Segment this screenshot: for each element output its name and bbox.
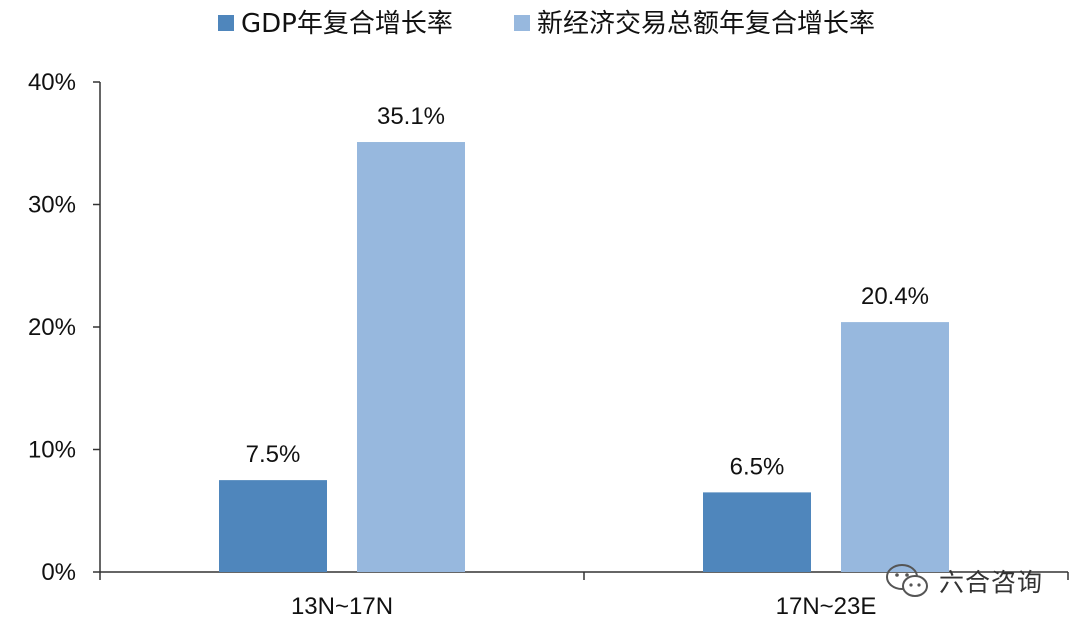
watermark-text: 六合咨询	[939, 568, 1044, 597]
data-label: 35.1%	[377, 103, 445, 130]
bar-new-economy-1	[357, 142, 465, 572]
chart-axes: 0% 10% 20% 30% 40% 13N~17N 17N~23E	[28, 69, 1069, 620]
y-tick-label: 20%	[28, 314, 76, 341]
data-label: 20.4%	[861, 283, 929, 310]
data-label: 6.5%	[730, 453, 785, 480]
chart-data-labels: 7.5% 35.1% 6.5% 20.4%	[246, 103, 929, 480]
bar-gdp-1	[219, 480, 327, 572]
legend-label-1: GDP年复合增长率	[241, 9, 453, 39]
watermark: 六合咨询	[885, 562, 1043, 600]
bar-gdp-2	[703, 492, 811, 572]
legend-label-2: 新经济交易总额年复合增长率	[537, 9, 875, 39]
y-tick-label: 40%	[28, 69, 76, 96]
x-category-label: 13N~17N	[291, 593, 393, 620]
x-category-label: 17N~23E	[776, 593, 877, 620]
y-tick-label: 30%	[28, 192, 76, 219]
data-label: 7.5%	[246, 441, 301, 468]
bar-new-economy-2	[841, 322, 949, 572]
chart-bars	[219, 142, 949, 572]
wechat-icon	[886, 564, 928, 597]
y-tick-label: 10%	[28, 437, 76, 464]
legend-swatch-2	[514, 15, 530, 31]
y-tick-label: 0%	[41, 559, 76, 586]
chart-legend: GDP年复合增长率 新经济交易总额年复合增长率	[218, 9, 875, 39]
legend-swatch-1	[218, 15, 234, 31]
